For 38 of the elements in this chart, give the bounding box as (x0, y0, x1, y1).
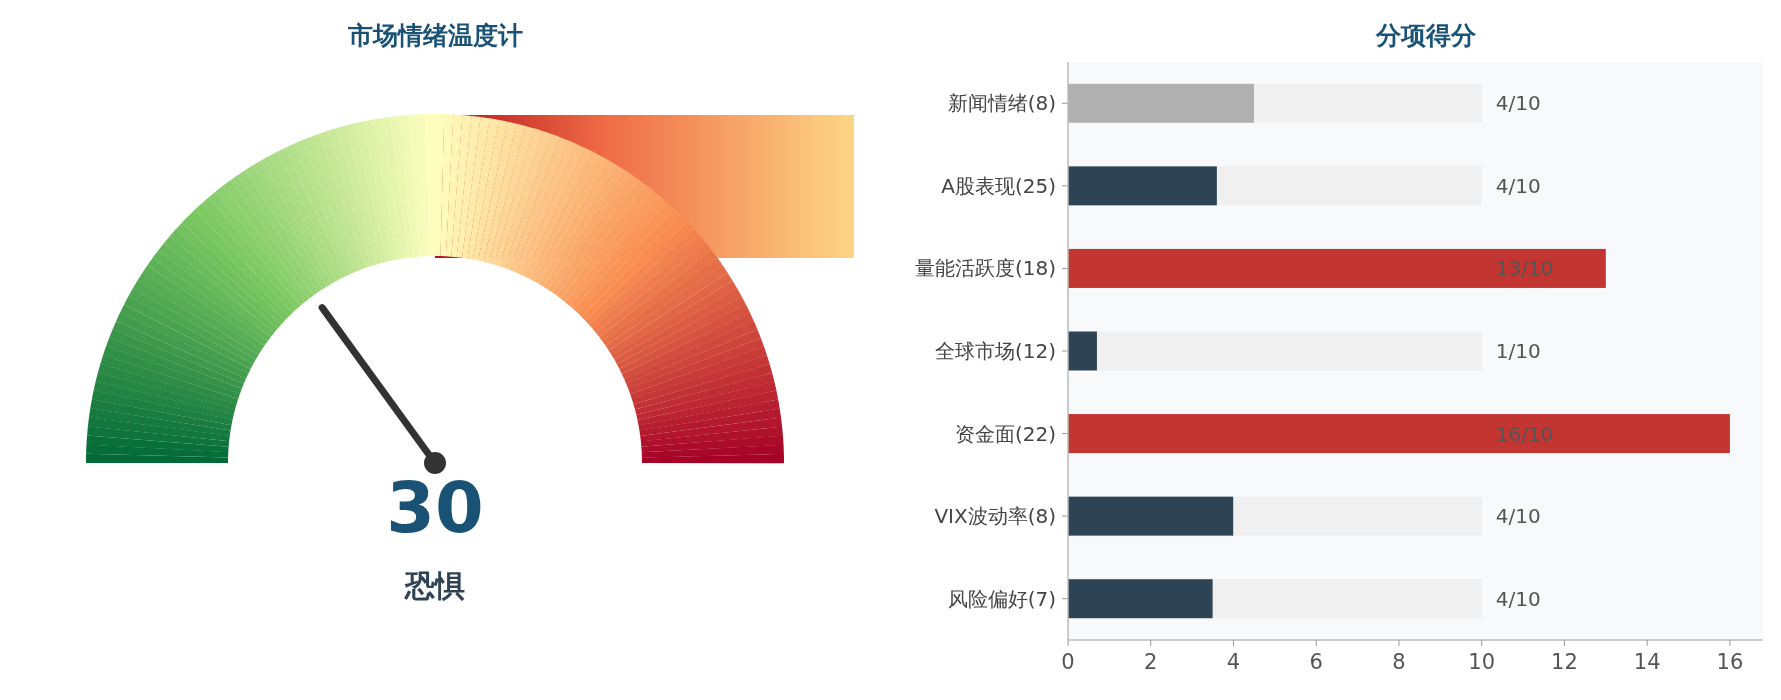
bar (1068, 331, 1097, 371)
text: 市场情绪温度计 (346, 21, 523, 50)
y-tick-label: 资金面(22) (954, 421, 1056, 446)
bar (1068, 414, 1730, 454)
bar (1068, 248, 1606, 288)
annotation: 4/10 (1495, 504, 1541, 529)
x-tick-label: 4 (1226, 650, 1241, 674)
bar (1068, 166, 1217, 206)
x-tick-label: 0 (1061, 650, 1075, 674)
x-tick-label: 14 (1633, 650, 1661, 674)
bar (1096, 331, 1482, 371)
x-tick-label: 10 (1468, 650, 1496, 674)
x-tick-label: 6 (1309, 650, 1323, 674)
chart-title: 分项得分 (1375, 21, 1477, 50)
y-tick-label: 量能活跃度(18) (914, 256, 1056, 281)
annotation: 4/10 (1495, 91, 1541, 116)
bar (1216, 166, 1482, 206)
annotation: 4/10 (1495, 586, 1541, 611)
annotation: 16/10 (1495, 421, 1554, 446)
x-tick-label: 2 (1144, 650, 1158, 674)
annotation: 13/10 (1495, 256, 1554, 281)
bar (1254, 83, 1482, 123)
y-tick-label: 新闻情绪(8) (947, 91, 1056, 116)
x-tick-label: 12 (1551, 650, 1578, 674)
bar (1233, 496, 1482, 536)
annotation: 1/10 (1495, 339, 1541, 363)
y-tick-label: A股表现(25) (941, 173, 1056, 198)
x-tick-label: 16 (1716, 650, 1744, 674)
x-tick-label: 8 (1392, 650, 1406, 674)
y-tick-label: 全球市场(12) (934, 339, 1056, 363)
annotation: 4/10 (1495, 173, 1541, 198)
bar (1068, 496, 1234, 536)
text: 恐惧 (404, 568, 465, 603)
bar (1212, 579, 1482, 619)
y-tick-label: 风险偏好(7) (947, 586, 1056, 611)
bar (1068, 579, 1213, 619)
data-label: 30 (386, 467, 484, 549)
y-tick-label: VIX波动率(8) (934, 504, 1056, 529)
